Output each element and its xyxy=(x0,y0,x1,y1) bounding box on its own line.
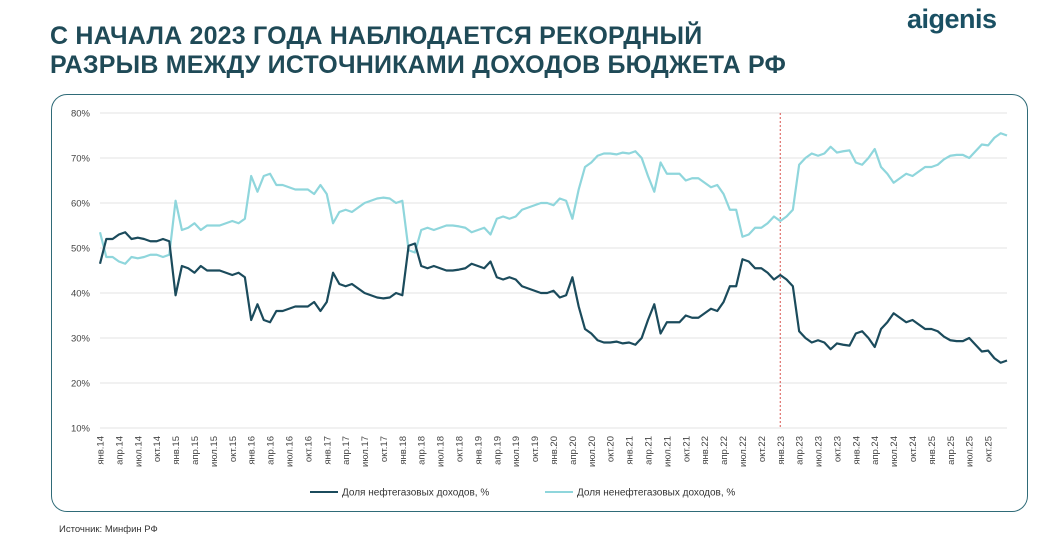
x-axis-ticks: янв.14 апр.14 июл.14 окт.14 янв.15 апр.15 июл.… xyxy=(96,436,995,467)
x-tick-label: окт.22 xyxy=(757,436,768,462)
x-tick-label: янв.15 xyxy=(171,436,182,465)
x-tick-label: окт.20 xyxy=(606,436,617,462)
y-tick-label: 30% xyxy=(71,334,91,345)
series-line-non-oil-gas xyxy=(98,132,1008,265)
x-tick-label: июл.16 xyxy=(284,436,295,467)
x-tick-label: янв.23 xyxy=(776,436,787,465)
legend-label-oil-gas: Доля нефтегазовых доходов, % xyxy=(342,487,489,499)
x-tick-label: окт.25 xyxy=(984,436,995,462)
x-tick-label: окт.19 xyxy=(530,436,541,462)
x-tick-label: янв.18 xyxy=(398,436,409,465)
x-tick-label: янв.14 xyxy=(96,436,107,465)
x-tick-label: янв.20 xyxy=(549,436,560,465)
x-tick-label: июл.25 xyxy=(965,436,976,467)
title-line-2: РАЗРЫВ МЕЖДУ ИСТОЧНИКАМИ ДОХОДОВ БЮДЖЕТА… xyxy=(50,51,787,79)
y-axis-ticks: 10% 20% 30% 40% 50% 60% 70% 80% xyxy=(71,109,91,435)
y-tick-label: 40% xyxy=(71,289,91,300)
x-tick-label: апр.21 xyxy=(643,436,654,465)
y-tick-label: 10% xyxy=(71,424,91,435)
title-line-1: С НАЧАЛА 2023 ГОДА НАБЛЮДАЕТСЯ РЕКОРДНЫЙ xyxy=(50,22,703,50)
y-tick-label: 60% xyxy=(71,199,91,210)
x-tick-label: апр.20 xyxy=(568,436,579,465)
series-line-oil-gas xyxy=(98,231,1008,364)
x-tick-label: янв.17 xyxy=(322,436,333,465)
x-tick-label: янв.24 xyxy=(851,436,862,465)
y-tick-label: 80% xyxy=(71,109,91,120)
legend: Доля нефтегазовых доходов, % Доля ненефт… xyxy=(310,487,735,499)
x-tick-label: апр.16 xyxy=(266,436,277,465)
chart-panel xyxy=(51,94,1028,512)
x-tick-label: окт.18 xyxy=(455,436,466,462)
x-tick-label: июл.20 xyxy=(587,436,598,467)
x-tick-label: янв.16 xyxy=(247,436,258,465)
x-tick-label: апр.24 xyxy=(870,436,881,465)
x-tick-label: окт.17 xyxy=(379,436,390,462)
brand-logo: aigenis xyxy=(907,4,997,34)
x-tick-label: апр.15 xyxy=(190,436,201,465)
x-tick-label: окт.24 xyxy=(908,436,919,462)
x-tick-label: окт.14 xyxy=(152,436,163,462)
x-tick-label: июл.14 xyxy=(133,436,144,467)
x-tick-label: июл.19 xyxy=(511,436,522,467)
source-note: Источник: Минфин РФ xyxy=(59,524,158,535)
x-tick-label: окт.23 xyxy=(832,436,843,462)
x-tick-label: апр.18 xyxy=(417,436,428,465)
x-tick-label: апр.23 xyxy=(795,436,806,465)
x-tick-label: июл.21 xyxy=(662,436,673,467)
x-tick-label: янв.25 xyxy=(927,436,938,465)
x-tick-label: июл.17 xyxy=(360,436,371,467)
legend-label-non-oil-gas: Доля ненефтегазовых доходов, % xyxy=(577,487,735,499)
y-tick-label: 50% xyxy=(71,244,91,255)
y-tick-label: 70% xyxy=(71,154,91,165)
x-tick-label: июл.23 xyxy=(814,436,825,467)
x-tick-label: июл.18 xyxy=(436,436,447,467)
page-title: С НАЧАЛА 2023 ГОДА НАБЛЮДАЕТСЯ РЕКОРДНЫЙ… xyxy=(50,22,870,80)
x-tick-label: апр.14 xyxy=(114,436,125,465)
y-tick-label: 20% xyxy=(71,379,91,390)
x-tick-label: апр.22 xyxy=(719,436,730,465)
grid-lines xyxy=(100,112,1007,429)
x-tick-label: апр.17 xyxy=(341,436,352,465)
x-tick-label: июл.22 xyxy=(738,436,749,467)
x-tick-label: янв.19 xyxy=(473,436,484,465)
x-tick-label: янв.21 xyxy=(625,436,636,465)
x-tick-label: окт.21 xyxy=(681,436,692,462)
x-tick-label: апр.25 xyxy=(946,436,957,465)
x-tick-label: апр.19 xyxy=(492,436,503,465)
series-lines xyxy=(98,113,1008,428)
x-tick-label: июл.15 xyxy=(209,436,220,467)
x-tick-label: июл.24 xyxy=(889,436,900,467)
x-tick-label: окт.16 xyxy=(303,436,314,462)
x-tick-label: янв.22 xyxy=(700,436,711,465)
x-tick-label: окт.15 xyxy=(228,436,239,462)
